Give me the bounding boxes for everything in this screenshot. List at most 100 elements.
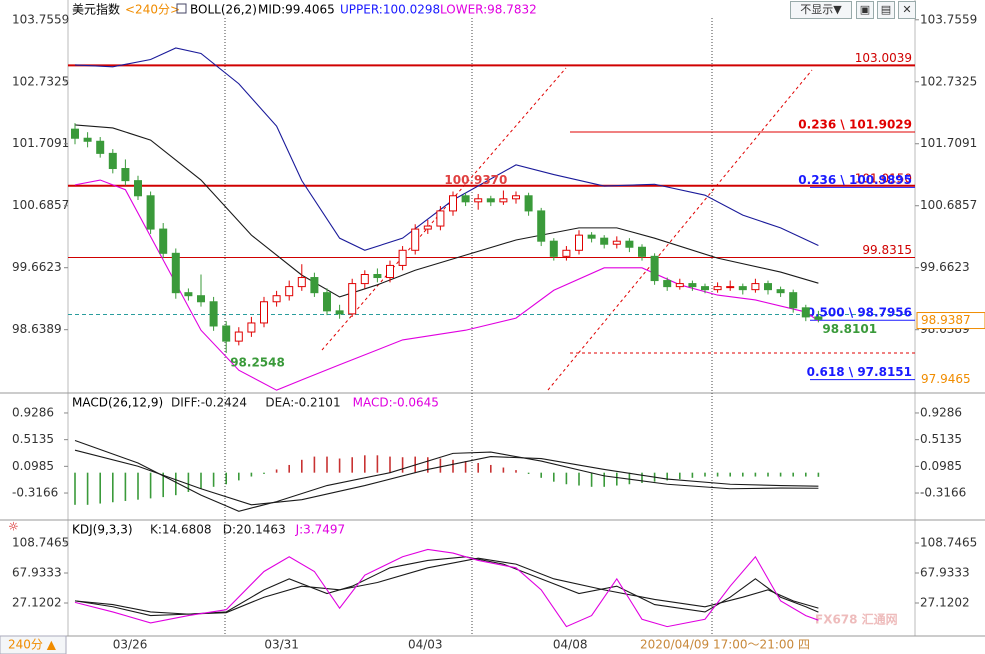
candle-body bbox=[524, 195, 533, 212]
candle-body bbox=[83, 137, 92, 142]
candle-body bbox=[184, 292, 193, 297]
boll-upper: UPPER:100.0298 bbox=[340, 3, 440, 17]
fib-trend-lines bbox=[321, 67, 813, 391]
y-tick-label: 102.7325 bbox=[12, 74, 69, 88]
x-tick-label: 04/03 bbox=[408, 638, 443, 652]
candle-body bbox=[738, 286, 747, 291]
y-tick-label: 100.6857 bbox=[12, 198, 69, 212]
candle-body bbox=[197, 295, 205, 303]
y-tick-label-right: -0.3166 bbox=[920, 486, 966, 500]
candle-body bbox=[108, 152, 117, 170]
level-label: 99.8315 bbox=[862, 243, 912, 257]
indicator-line bbox=[74, 449, 819, 506]
y-tick-label-right: 100.6857 bbox=[920, 198, 977, 212]
tool-button[interactable]: ▣ bbox=[856, 1, 874, 19]
candle-body bbox=[373, 274, 382, 279]
y-tick-label: 27.1202 bbox=[12, 596, 62, 610]
indicator-line bbox=[74, 47, 819, 251]
indicator: BOLL(26,2) bbox=[190, 3, 257, 17]
candle-body bbox=[675, 283, 684, 288]
y-tick-label: 101.7091 bbox=[12, 136, 69, 150]
symbol: 美元指数 bbox=[72, 2, 120, 17]
fib-label: 0.618 \ 97.8151 bbox=[807, 365, 912, 379]
candle-body bbox=[625, 240, 634, 248]
candle-body bbox=[348, 283, 357, 315]
y-tick-label: 0.5135 bbox=[12, 432, 54, 446]
candle-body bbox=[537, 210, 546, 242]
candle-body bbox=[562, 249, 571, 257]
candle-body bbox=[96, 140, 105, 154]
panel-value: D:20.1463 bbox=[223, 523, 286, 537]
candle-body bbox=[398, 249, 407, 266]
x-tick-label: 04/08 bbox=[553, 638, 588, 652]
candle-body bbox=[587, 234, 596, 239]
trend-line bbox=[321, 67, 567, 351]
candle-body bbox=[159, 228, 168, 254]
y-tick-label-right: 0.0985 bbox=[920, 459, 962, 473]
hide-dropdown[interactable]: 不显示▼ bbox=[790, 1, 852, 19]
price-badge bbox=[916, 312, 985, 330]
candle-body bbox=[688, 283, 697, 288]
candle-body bbox=[449, 195, 457, 212]
candle-body bbox=[171, 252, 180, 294]
y-tick-label: 98.6389 bbox=[12, 322, 62, 336]
candle-body bbox=[386, 264, 394, 279]
y-tick-label: 67.9333 bbox=[12, 565, 62, 579]
fib-label: 0.236 \ 100.9895 bbox=[798, 173, 912, 187]
close-button[interactable]: ✕ bbox=[898, 1, 916, 19]
y-tick-label: 103.7559 bbox=[12, 12, 69, 26]
price-annotation: 98.2548 bbox=[230, 355, 285, 369]
y-tick-label-right: 99.6623 bbox=[920, 260, 970, 274]
candle-body bbox=[209, 301, 218, 327]
boll-lower: LOWER:98.7832 bbox=[440, 3, 537, 17]
panel-title: KDJ(9,3,3) bbox=[72, 523, 133, 537]
candle-body bbox=[764, 283, 772, 291]
cursor-time: 2020/04/09 17:00～21:00 四 bbox=[640, 638, 810, 652]
candle-body bbox=[612, 240, 621, 245]
candle-body bbox=[638, 246, 646, 257]
level-label: 101.0150 bbox=[855, 171, 912, 185]
watermark: FX678 汇通网 bbox=[815, 612, 898, 627]
indicator-icon bbox=[176, 3, 187, 14]
candle-body bbox=[222, 325, 231, 342]
price-annotation: 100.9370 bbox=[444, 173, 507, 187]
y-tick-label-right: 0.5135 bbox=[920, 432, 962, 446]
candle-body bbox=[247, 322, 256, 333]
candle-body bbox=[512, 195, 520, 200]
boll-mid: MID:99.4065 bbox=[258, 3, 335, 17]
kdj-icon: ☼ bbox=[8, 520, 19, 534]
x-tick-label: 03/26 bbox=[113, 638, 148, 652]
panel-value: DEA:-0.2101 bbox=[265, 396, 340, 410]
y-tick-label-right: 108.7465 bbox=[920, 535, 977, 549]
candle-body bbox=[499, 198, 508, 203]
candle-body bbox=[776, 289, 785, 294]
candle-body bbox=[701, 286, 709, 291]
candle-body bbox=[272, 295, 281, 303]
price-badge-label: 97.9465 bbox=[921, 372, 971, 386]
indicator-line bbox=[74, 557, 819, 615]
period-selector[interactable] bbox=[0, 635, 67, 654]
candle-body bbox=[411, 228, 420, 251]
y-tick-label-right: 67.9333 bbox=[920, 565, 970, 579]
candle-body bbox=[650, 255, 659, 282]
panel-value: K:14.6808 bbox=[150, 523, 212, 537]
candle-body bbox=[600, 237, 609, 245]
candle-body bbox=[474, 198, 483, 203]
y-tick-label: 108.7465 bbox=[12, 535, 69, 549]
panel-title: MACD(26,12,9) bbox=[72, 396, 163, 410]
tool-button[interactable]: ▤ bbox=[877, 1, 895, 19]
period-selector-label[interactable]: 240分 ▲ bbox=[8, 638, 57, 652]
candle-body bbox=[801, 307, 810, 318]
candle-body bbox=[310, 277, 319, 294]
panel-value: J:3.7497 bbox=[295, 523, 346, 537]
candle-body bbox=[575, 234, 583, 251]
candle-body bbox=[335, 310, 344, 315]
y-tick-label: -0.3166 bbox=[12, 486, 58, 500]
candle-body bbox=[323, 292, 331, 312]
candle-body bbox=[814, 316, 823, 320]
period: <240分> bbox=[125, 3, 180, 17]
candle-body bbox=[726, 286, 735, 289]
x-tick-label: 03/31 bbox=[264, 638, 299, 652]
